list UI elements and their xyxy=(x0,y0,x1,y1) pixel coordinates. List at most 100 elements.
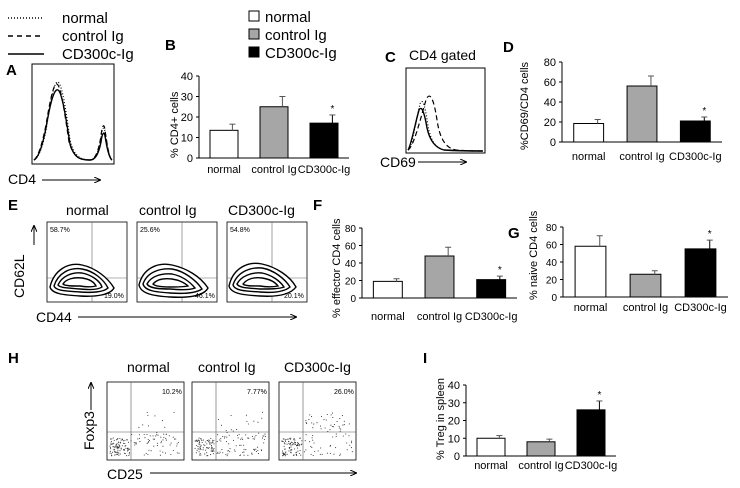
category-label-d-2: CD300c-Ig xyxy=(669,151,722,163)
event-dot xyxy=(289,437,291,439)
y-tick-label-f-2: 40 xyxy=(345,259,357,270)
event-dot xyxy=(148,449,150,451)
category-label-d-1: control Ig xyxy=(619,151,664,163)
event-dot xyxy=(224,436,226,438)
y-tick-label-f-4: 80 xyxy=(345,224,357,235)
event-dot xyxy=(210,454,212,456)
event-dot xyxy=(210,445,213,447)
event-dot xyxy=(247,454,249,456)
event-dot xyxy=(156,442,158,444)
event-dot xyxy=(135,443,137,445)
event-dot xyxy=(253,420,255,422)
event-dot xyxy=(204,453,206,455)
event-dot xyxy=(199,453,201,455)
event-dot xyxy=(195,439,197,441)
event-dot xyxy=(115,452,117,454)
y-tick-label-b-2: 20 xyxy=(181,112,193,124)
event-dot xyxy=(332,426,334,428)
event-dot xyxy=(109,445,111,447)
y-tick-label-g-1: 20 xyxy=(546,276,558,287)
event-dot xyxy=(154,415,156,417)
category-label-i-0: normal xyxy=(474,460,508,472)
event-dot xyxy=(351,451,353,453)
event-dot xyxy=(206,452,208,454)
event-dot xyxy=(156,432,158,434)
bar-chart-d: D 0 20 40 60 80 %CD69/CD4 cells normal control I… xyxy=(503,39,722,163)
event-dot xyxy=(128,454,130,457)
event-dot xyxy=(294,439,296,441)
event-dot xyxy=(290,441,292,443)
event-dot xyxy=(312,435,314,437)
contour-plot-cd300c: 54.8% 20.1% xyxy=(226,221,308,303)
event-dot xyxy=(220,424,223,426)
event-dot xyxy=(218,439,220,441)
event-dot xyxy=(332,436,334,438)
event-dot xyxy=(212,439,214,441)
ylabel-d: %CD69/CD4 cells xyxy=(519,61,531,150)
event-dot xyxy=(229,448,231,450)
event-dot xyxy=(299,437,301,440)
event-dot xyxy=(239,444,241,446)
event-dot xyxy=(143,433,145,436)
event-dot xyxy=(147,453,149,456)
event-dot xyxy=(281,452,283,454)
event-dot xyxy=(176,445,178,447)
event-dot xyxy=(303,451,306,453)
event-dot xyxy=(342,424,344,426)
category-label-g-2: CD300c-Ig xyxy=(674,302,727,314)
histogram-curve-normal xyxy=(33,81,113,161)
event-dot xyxy=(110,448,112,450)
event-dot xyxy=(213,447,215,450)
bar-legend-label-cd300c: CD300c-Ig xyxy=(265,45,337,62)
quadrant-ur-h3: 26.0% xyxy=(334,389,354,396)
event-dot xyxy=(116,439,118,441)
event-dot xyxy=(111,451,114,453)
event-dot xyxy=(313,423,315,425)
bar-chart-b: B 0 10 20 30 40% CD4+ cells normal control Ig * C… xyxy=(165,37,350,176)
event-dot xyxy=(177,441,179,443)
bar-i-2 xyxy=(576,409,606,457)
event-dot xyxy=(143,454,145,456)
event-dot xyxy=(263,438,265,441)
event-dot xyxy=(248,437,250,439)
event-dot xyxy=(176,443,178,445)
y-tick-label-d-3: 60 xyxy=(544,77,556,89)
panel-letter-a: A xyxy=(6,62,17,79)
quadrant-ul-e1: 58.7% xyxy=(50,227,70,234)
plot-title-e3: CD300c-Ig xyxy=(228,202,295,218)
event-dot xyxy=(311,437,313,439)
event-dot xyxy=(296,454,298,457)
event-dot xyxy=(230,429,232,431)
category-label-b-2: CD300c-Ig xyxy=(298,164,351,176)
event-dot xyxy=(298,452,300,454)
event-dot xyxy=(119,453,121,455)
category-label-i-2: CD300c-Ig xyxy=(565,460,618,472)
xlabel-h: CD25 xyxy=(107,466,143,482)
event-dot xyxy=(264,433,266,435)
event-dot xyxy=(254,436,256,438)
event-dot xyxy=(298,445,300,447)
y-tick-label-g-4: 80 xyxy=(546,223,558,234)
event-dot xyxy=(199,441,201,443)
event-dot xyxy=(110,442,112,444)
event-dot xyxy=(116,445,118,447)
event-dot xyxy=(255,448,257,450)
event-dot xyxy=(124,439,126,441)
event-dot xyxy=(223,437,225,439)
event-dot xyxy=(261,417,263,419)
panel-letter-h: H xyxy=(8,350,19,367)
event-dot xyxy=(305,422,307,424)
event-dot xyxy=(110,453,113,455)
event-dot xyxy=(252,438,254,440)
event-dot xyxy=(130,440,132,442)
event-dot xyxy=(330,424,332,426)
event-dot xyxy=(319,453,321,455)
event-dot xyxy=(291,442,293,444)
event-dot xyxy=(169,444,171,446)
event-dot xyxy=(115,454,117,456)
event-dot xyxy=(335,433,337,435)
event-dot xyxy=(295,452,297,454)
event-dot xyxy=(320,428,322,430)
event-dot xyxy=(300,454,302,456)
event-dot xyxy=(213,450,215,452)
